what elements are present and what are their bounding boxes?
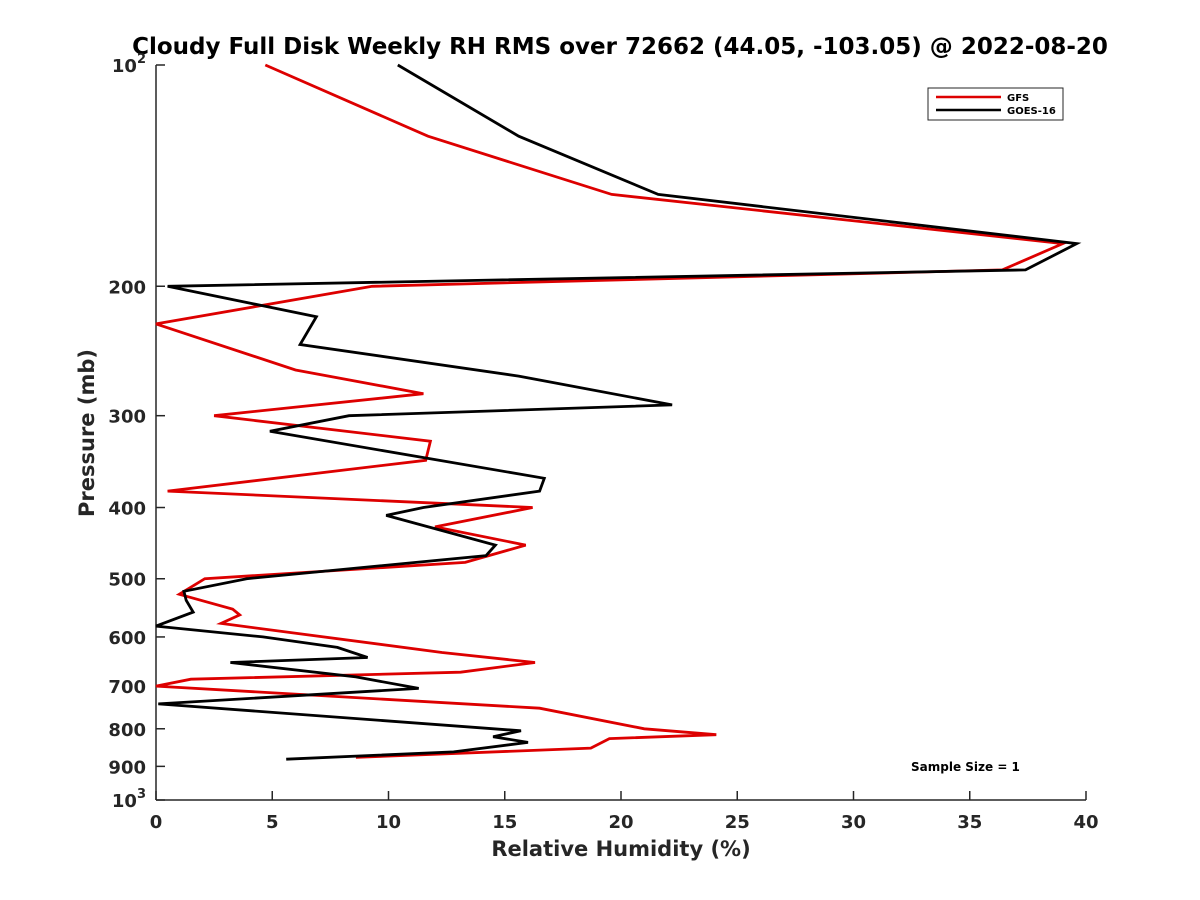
- x-tick-label: 0: [150, 812, 163, 833]
- y-tick-label: 102: [112, 52, 146, 77]
- series-line-gfs: [155, 63, 1069, 759]
- x-tick-label: 5: [266, 812, 279, 833]
- y-tick-label: 900: [108, 757, 146, 778]
- x-tick-label: 30: [841, 812, 866, 833]
- y-tick-label: 800: [108, 720, 146, 741]
- x-tick-label: 25: [725, 812, 750, 833]
- x-tick-label: 35: [957, 812, 982, 833]
- y-tick-base: 10: [112, 791, 137, 812]
- x-ticks: 0 5 10 15 20 25 30 35 40: [150, 791, 1099, 833]
- x-tick-label: 15: [492, 812, 517, 833]
- y-tick-label: 200: [108, 277, 146, 298]
- y-tick-label: 600: [108, 628, 146, 649]
- legend: GFS GOES-16: [927, 87, 1064, 121]
- x-axis-label: Relative Humidity (%): [491, 837, 750, 861]
- y-tick-label: 500: [108, 570, 146, 591]
- legend-label-gfs: GFS: [1007, 93, 1029, 104]
- plot-area: [155, 65, 1086, 801]
- series-lines: [155, 63, 1082, 761]
- legend-box: [927, 87, 1064, 121]
- series-line-goes16: [155, 63, 1082, 761]
- x-tick-label: 10: [376, 812, 401, 833]
- x-tick-label: 20: [608, 812, 633, 833]
- y-tick-label: 400: [108, 499, 146, 520]
- chart-title: Cloudy Full Disk Weekly RH RMS over 7266…: [132, 34, 1108, 60]
- y-tick-exponent: 3: [137, 787, 146, 802]
- y-tick-label: 300: [108, 407, 146, 428]
- y-tick-label: 103: [112, 787, 146, 812]
- y-tick-base: 10: [112, 56, 137, 77]
- y-tick-exponent: 2: [137, 52, 146, 67]
- legend-label-goes16: GOES-16: [1007, 106, 1056, 117]
- y-axis-label: Pressure (mb): [75, 349, 99, 517]
- sample-size-annotation: Sample Size = 1: [911, 760, 1020, 774]
- x-tick-label: 40: [1073, 812, 1098, 833]
- y-tick-label: 700: [108, 677, 146, 698]
